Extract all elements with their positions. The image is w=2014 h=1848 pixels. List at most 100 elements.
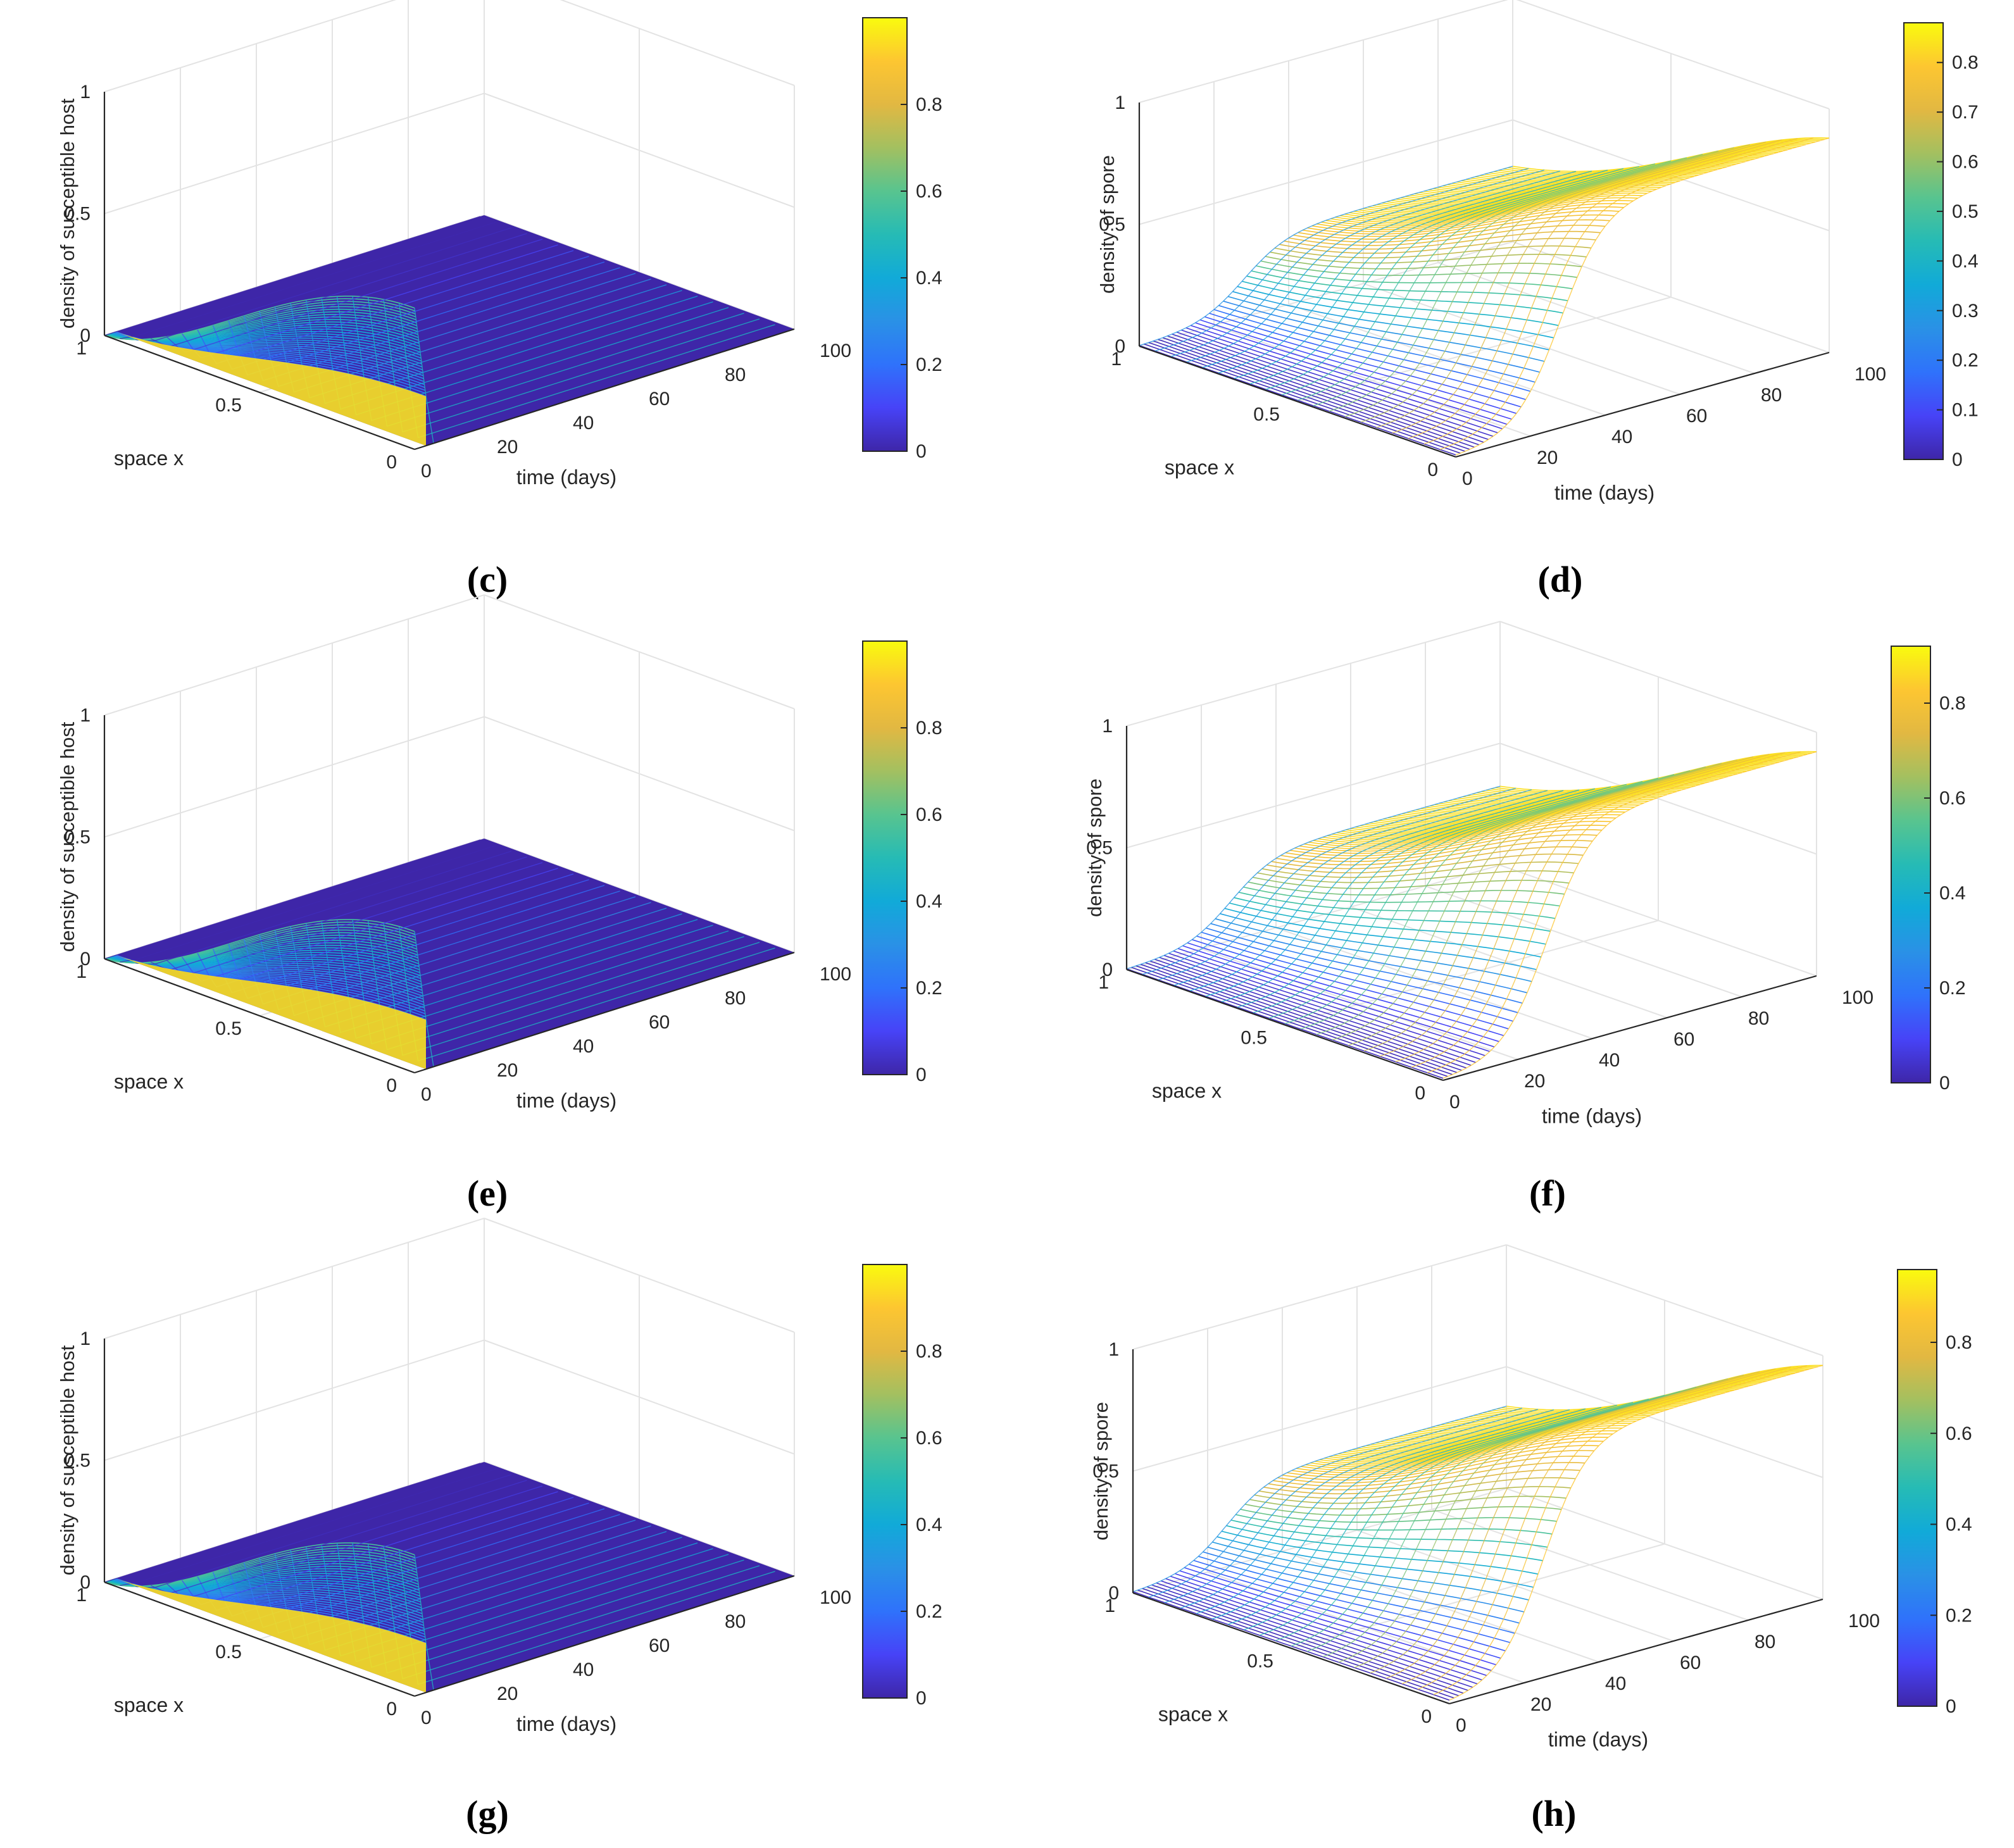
mesh-line (1221, 788, 1596, 1002)
mesh-line (1439, 137, 1814, 450)
mesh-line (166, 862, 543, 977)
x-tick-label: 0 (386, 452, 397, 473)
z-tick-label: 0 (80, 1572, 91, 1593)
mesh-line (197, 873, 574, 988)
mesh-line (1243, 1404, 1618, 1630)
mesh-line (1170, 170, 1545, 357)
colorbar-tick-label: 0.5 (1952, 201, 1979, 222)
panel-caption: (h) (1532, 1793, 1577, 1834)
colorbar-tick-label: 0.8 (916, 718, 942, 739)
surface-mesh (104, 839, 794, 1070)
grid-line (1139, 0, 1508, 103)
t-tick-label: 20 (497, 1683, 518, 1704)
axes-lines (1138, 103, 1830, 458)
surface-mesh (104, 215, 794, 446)
axes-lines (1125, 726, 1817, 1082)
x-tick-label: 0.5 (215, 1642, 242, 1663)
z-tick-label: 0 (1115, 336, 1125, 357)
mesh-line (1442, 751, 1817, 1079)
z-axis-label: density of spore (1096, 155, 1118, 294)
z-tick-label: 0.5 (1086, 838, 1113, 859)
t-tick-label: 80 (725, 365, 746, 385)
mesh-line (367, 297, 744, 427)
z-axis-label: density of susceptible host (56, 1345, 78, 1575)
x-tick-label: 0 (1415, 1083, 1425, 1104)
colorbar-tick-label: 0.8 (916, 94, 942, 115)
grid-line (104, 594, 485, 716)
surface-mesh (1132, 1364, 1823, 1701)
mesh-line (181, 1491, 558, 1606)
mesh-line (1259, 1402, 1634, 1636)
mesh-line (1126, 785, 1501, 970)
mesh-line (1211, 1408, 1586, 1620)
z-tick-label: 0.5 (1099, 215, 1125, 235)
mesh-line (243, 267, 620, 382)
t-tick-label: 40 (1611, 427, 1632, 447)
t-tick-label: 80 (1761, 385, 1782, 406)
mesh-line (166, 1485, 543, 1600)
x-tick-label: 0.5 (215, 395, 242, 416)
axis-line (104, 1581, 415, 1697)
mesh-line (1154, 168, 1529, 352)
t-tick-label: 20 (1524, 1071, 1545, 1092)
mesh-line (1218, 170, 1592, 373)
grid-line (104, 716, 485, 838)
colorbar-tick-label: 0.8 (1946, 1332, 1972, 1353)
z-tick-label: 1 (1115, 92, 1125, 113)
mesh-line (1370, 1374, 1744, 1674)
t-tick-label: 40 (1599, 1050, 1620, 1071)
colorbar-tick-label: 0.6 (1939, 788, 1966, 809)
mesh-line (151, 233, 527, 347)
axis-line (104, 958, 415, 1074)
t-tick-label: 60 (649, 389, 670, 409)
mesh-line (1173, 790, 1548, 986)
colorbar-tick-label: 0.2 (916, 978, 942, 999)
mesh-line (290, 1531, 667, 1645)
mesh-line (1164, 1409, 1539, 1603)
colorbar-tick-label: 0.4 (916, 1514, 942, 1535)
mesh-line (290, 908, 667, 1022)
mesh-line (383, 923, 760, 1056)
axis-line (1442, 975, 1817, 1082)
t-tick-label: 60 (1673, 1029, 1694, 1050)
t-axis-label: time (days) (1554, 482, 1654, 504)
axis-line (414, 328, 795, 451)
mesh-line (1265, 166, 1640, 390)
colorbar-tick-label: 0.7 (1952, 102, 1979, 123)
mesh-line (104, 216, 481, 336)
mesh-line (1297, 160, 1672, 401)
z-tick-label: 0.5 (1092, 1461, 1119, 1482)
mesh-line (398, 1549, 775, 1685)
mesh-line (1132, 1406, 1507, 1592)
mesh-line (1148, 1408, 1523, 1598)
mesh-line (1196, 1409, 1570, 1614)
t-tick-label: 80 (1748, 1008, 1769, 1029)
t-tick-label: 100 (820, 1587, 851, 1608)
x-tick-label: 0 (386, 1075, 397, 1096)
mesh-line (1433, 1365, 1808, 1695)
colorbar-tick-label: 0 (916, 1688, 927, 1709)
mesh-line (1332, 766, 1706, 1040)
mesh-line (398, 303, 775, 439)
t-tick-label: 0 (421, 1084, 432, 1105)
mesh-line (1227, 1407, 1602, 1625)
grid-line (1284, 920, 1659, 1026)
mesh-line (1202, 171, 1577, 368)
mesh-line (1237, 786, 1611, 1008)
mesh-line (166, 239, 543, 353)
mesh-line (1348, 763, 1722, 1046)
surface-mesh (104, 1462, 794, 1693)
mesh-line (1205, 789, 1580, 997)
panel-caption: (d) (1538, 559, 1583, 600)
axis-line (414, 1575, 795, 1697)
colorbar-tick-label: 0.2 (1946, 1605, 1972, 1626)
mesh-line (1275, 1398, 1649, 1642)
mesh-line (398, 926, 775, 1062)
colorbar (1891, 646, 1931, 1083)
t-axis-label: time (days) (1548, 1728, 1648, 1751)
t-tick-label: 40 (573, 1659, 594, 1680)
